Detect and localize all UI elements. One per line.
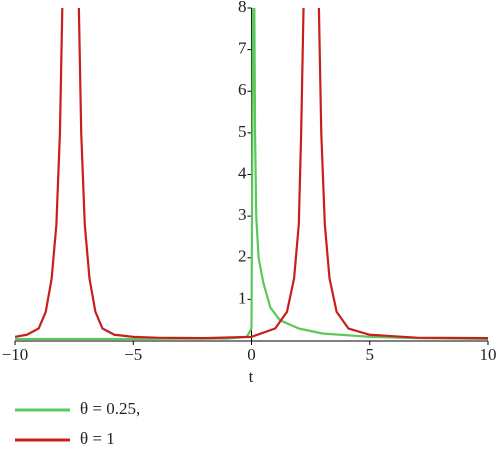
series-line — [15, 8, 488, 340]
plot-area — [15, 8, 488, 341]
y-tick-label: 1 — [238, 288, 247, 307]
x-tick-label: −10 — [2, 345, 29, 364]
x-tick-label: 10 — [480, 345, 497, 364]
y-tick-label: 3 — [238, 205, 247, 224]
y-tick-label: 5 — [238, 122, 247, 141]
legend-label: θ = 0.25, — [80, 399, 140, 418]
x-tick-label: 5 — [366, 345, 375, 364]
x-axis-label: t — [249, 367, 254, 386]
y-tick-label: 6 — [238, 80, 247, 99]
y-tick-label: 2 — [238, 247, 247, 266]
y-tick-label: 4 — [238, 163, 247, 182]
y-tick-label: 8 — [238, 0, 247, 16]
x-tick-label: 0 — [247, 345, 256, 364]
x-tick-label: −5 — [124, 345, 142, 364]
legend-label: θ = 1 — [80, 429, 115, 448]
y-tick-label: 7 — [238, 39, 247, 58]
